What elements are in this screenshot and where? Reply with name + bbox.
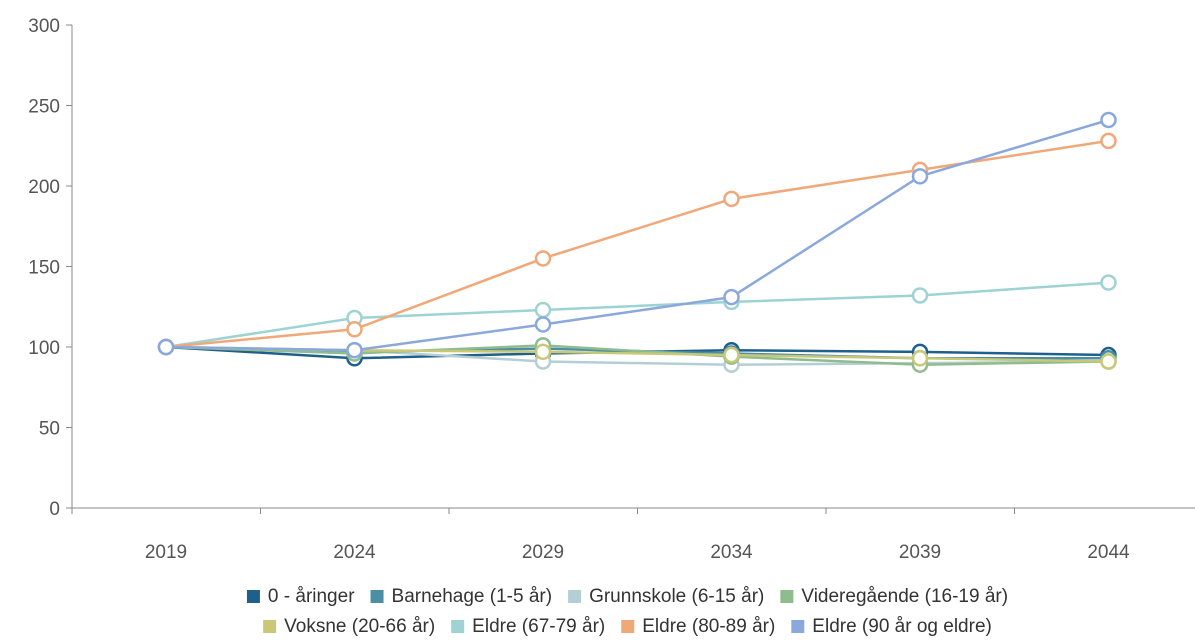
- legend-label: 0 - åringer: [268, 586, 355, 607]
- y-tick-label: 300: [28, 16, 60, 37]
- data-point: [534, 316, 552, 333]
- legend-swatch: [451, 620, 465, 633]
- data-point: [911, 287, 929, 304]
- legend-label: Grunnskole (6-15 år): [589, 586, 764, 607]
- data-point: [1100, 132, 1117, 150]
- series-6: [157, 132, 1117, 356]
- series-line: [165, 118, 1109, 352]
- legend-item: Barnehage (1-5 år): [370, 586, 553, 607]
- legend-item: Eldre (67-79 år): [451, 616, 605, 637]
- data-point: [1100, 111, 1117, 129]
- data-point: [911, 350, 929, 367]
- y-tick-label: 200: [28, 177, 60, 198]
- data-point: [1100, 353, 1117, 370]
- y-tick-label: 250: [28, 97, 60, 118]
- data-point: [534, 301, 552, 319]
- legend-item: 0 - åringer: [246, 586, 355, 607]
- x-tick-label: 2019: [145, 542, 187, 563]
- series-7: [157, 111, 1117, 359]
- y-tick-label: 100: [28, 338, 60, 359]
- data-point: [534, 250, 552, 267]
- y-tick-label: 150: [28, 258, 60, 279]
- legend-swatch: [621, 620, 635, 633]
- y-tick-label: 50: [39, 419, 60, 440]
- series-line: [165, 281, 1109, 349]
- data-point: [346, 341, 363, 359]
- series-5: [157, 274, 1117, 356]
- legend-item: Videregående (16-19 år): [780, 586, 1008, 607]
- data-point: [911, 168, 929, 185]
- chart-axes: [71, 25, 1195, 509]
- legend-swatch: [246, 590, 260, 603]
- legend-swatch: [370, 590, 384, 603]
- x-tick-label: 2024: [333, 542, 376, 563]
- x-tick-label: 2044: [1087, 542, 1130, 563]
- legend-swatch: [791, 620, 805, 633]
- legend-swatch: [780, 590, 794, 603]
- legend-item: Grunnskole (6-15 år): [568, 586, 764, 607]
- legend-label: Eldre (90 år og eldre): [812, 616, 992, 637]
- series-line: [165, 139, 1109, 349]
- data-point: [1100, 274, 1117, 291]
- legend-swatch: [568, 590, 582, 603]
- legend-label: Eldre (80-89 år): [642, 616, 775, 637]
- data-point: [157, 338, 175, 356]
- x-axis-ticks: 2019 2024 2029 2034 2039 2044: [71, 508, 1130, 563]
- data-point: [723, 288, 740, 306]
- data-point: [723, 346, 740, 364]
- legend-item: Eldre (90 år og eldre): [791, 616, 992, 637]
- series-lines: [157, 111, 1117, 373]
- legend-label: Eldre (67-79 år): [472, 616, 605, 637]
- legend-label: Voksne (20-66 år): [284, 616, 435, 637]
- legend-label: Videregående (16-19 år): [801, 586, 1008, 607]
- data-point: [346, 321, 363, 338]
- x-tick-label: 2034: [710, 542, 753, 563]
- legend-item: Voksne (20-66 år): [263, 616, 435, 637]
- legend-item: Eldre (80-89 år): [621, 616, 775, 637]
- series-line: [165, 344, 1109, 366]
- data-point: [534, 343, 552, 361]
- data-point: [723, 190, 740, 208]
- x-tick-label: 2039: [899, 542, 941, 563]
- y-tick-label: 0: [49, 499, 60, 520]
- legend-label: Barnehage (1-5 år): [392, 586, 553, 607]
- y-axis-ticks: 0 50 100 150 200 250 300: [28, 16, 72, 520]
- chart-legend: 0 - åringer Barnehage (1-5 år) Grunnskole …: [246, 586, 1008, 637]
- x-tick-label: 2029: [522, 542, 564, 563]
- legend-swatch: [263, 620, 277, 633]
